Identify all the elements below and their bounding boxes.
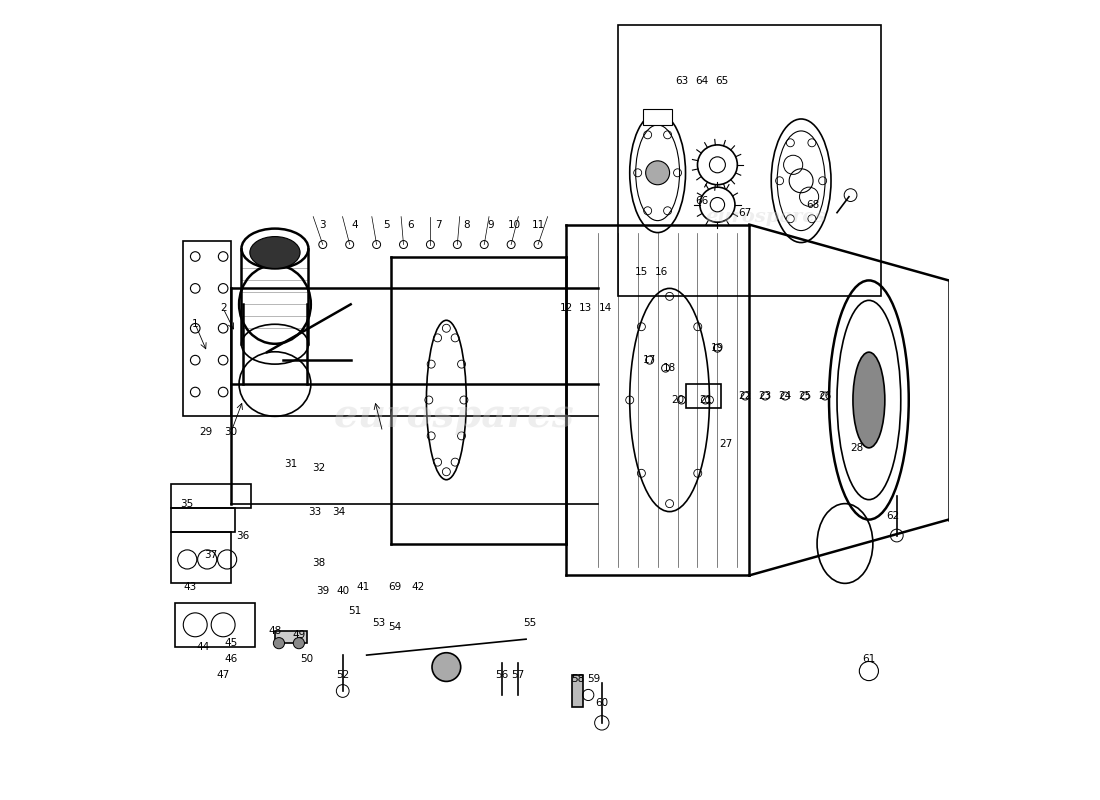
Ellipse shape bbox=[250, 237, 300, 269]
Text: 7: 7 bbox=[436, 220, 442, 230]
Text: 40: 40 bbox=[337, 586, 350, 596]
Text: 23: 23 bbox=[759, 391, 772, 401]
Text: 26: 26 bbox=[818, 391, 832, 401]
Text: 33: 33 bbox=[308, 506, 321, 517]
Text: eurospares: eurospares bbox=[334, 397, 574, 435]
Text: 13: 13 bbox=[580, 303, 593, 314]
Text: 49: 49 bbox=[293, 630, 306, 640]
Text: 58: 58 bbox=[571, 674, 584, 684]
Text: eurospares: eurospares bbox=[705, 208, 826, 226]
Text: 17: 17 bbox=[644, 355, 657, 365]
Text: 2: 2 bbox=[220, 303, 227, 314]
Text: 65: 65 bbox=[715, 76, 728, 86]
Circle shape bbox=[710, 157, 725, 173]
Text: 62: 62 bbox=[887, 510, 900, 521]
Bar bbox=[275, 631, 307, 643]
Text: 29: 29 bbox=[199, 427, 212, 437]
Text: 38: 38 bbox=[312, 558, 326, 569]
Bar bbox=[172, 484, 251, 508]
Text: 15: 15 bbox=[635, 267, 648, 278]
Text: 10: 10 bbox=[507, 220, 520, 230]
Text: 6: 6 bbox=[407, 220, 414, 230]
Text: 21: 21 bbox=[698, 395, 712, 405]
Bar bbox=[172, 508, 235, 531]
Text: 61: 61 bbox=[862, 654, 876, 664]
Text: 42: 42 bbox=[411, 582, 425, 592]
Text: 43: 43 bbox=[183, 582, 196, 592]
Circle shape bbox=[646, 161, 670, 185]
Circle shape bbox=[274, 638, 285, 649]
Text: 3: 3 bbox=[319, 220, 326, 230]
Text: 55: 55 bbox=[524, 618, 537, 628]
Text: 39: 39 bbox=[316, 586, 329, 596]
Text: 8: 8 bbox=[463, 220, 470, 230]
Text: 56: 56 bbox=[495, 670, 509, 680]
Text: 63: 63 bbox=[675, 76, 689, 86]
Text: 41: 41 bbox=[356, 582, 370, 592]
Text: 68: 68 bbox=[806, 200, 820, 210]
Text: 44: 44 bbox=[197, 642, 210, 652]
Text: 36: 36 bbox=[236, 530, 250, 541]
Text: 67: 67 bbox=[739, 208, 752, 218]
Text: 31: 31 bbox=[284, 458, 297, 469]
Text: 69: 69 bbox=[388, 582, 401, 592]
Text: 4: 4 bbox=[351, 220, 358, 230]
Text: 46: 46 bbox=[224, 654, 238, 664]
Text: 34: 34 bbox=[332, 506, 345, 517]
Text: 24: 24 bbox=[779, 391, 792, 401]
Text: 45: 45 bbox=[224, 638, 238, 648]
Bar bbox=[572, 675, 583, 707]
Text: 48: 48 bbox=[268, 626, 282, 636]
Text: 51: 51 bbox=[348, 606, 361, 616]
Text: 52: 52 bbox=[337, 670, 350, 680]
Text: 37: 37 bbox=[205, 550, 218, 561]
Text: 50: 50 bbox=[300, 654, 313, 664]
Bar bbox=[175, 603, 255, 647]
Text: 27: 27 bbox=[718, 439, 732, 449]
Text: 14: 14 bbox=[600, 303, 613, 314]
Text: 16: 16 bbox=[654, 267, 668, 278]
Bar bbox=[685, 384, 722, 408]
Text: 5: 5 bbox=[383, 220, 389, 230]
Text: 32: 32 bbox=[312, 462, 326, 473]
Text: 12: 12 bbox=[559, 303, 573, 314]
Circle shape bbox=[432, 653, 461, 682]
Text: 18: 18 bbox=[663, 363, 676, 373]
Circle shape bbox=[294, 638, 305, 649]
Text: 30: 30 bbox=[224, 427, 238, 437]
Text: 9: 9 bbox=[487, 220, 494, 230]
Text: 54: 54 bbox=[388, 622, 401, 632]
Text: 64: 64 bbox=[695, 76, 708, 86]
Text: 60: 60 bbox=[595, 698, 608, 708]
Ellipse shape bbox=[852, 352, 884, 448]
Bar bbox=[618, 26, 881, 296]
Circle shape bbox=[711, 198, 725, 212]
Text: 59: 59 bbox=[587, 674, 601, 684]
Text: 35: 35 bbox=[180, 498, 194, 509]
Text: 22: 22 bbox=[739, 391, 752, 401]
Text: 25: 25 bbox=[799, 391, 812, 401]
Bar bbox=[644, 109, 672, 125]
Text: 47: 47 bbox=[217, 670, 230, 680]
Bar bbox=[172, 531, 231, 583]
Text: 20: 20 bbox=[671, 395, 684, 405]
Bar bbox=[184, 241, 231, 416]
Text: 11: 11 bbox=[531, 220, 544, 230]
Text: 57: 57 bbox=[512, 670, 525, 680]
Text: 28: 28 bbox=[850, 443, 864, 453]
Text: 66: 66 bbox=[695, 196, 708, 206]
Text: 1: 1 bbox=[191, 319, 198, 330]
Text: 53: 53 bbox=[372, 618, 385, 628]
Text: 19: 19 bbox=[711, 343, 724, 353]
